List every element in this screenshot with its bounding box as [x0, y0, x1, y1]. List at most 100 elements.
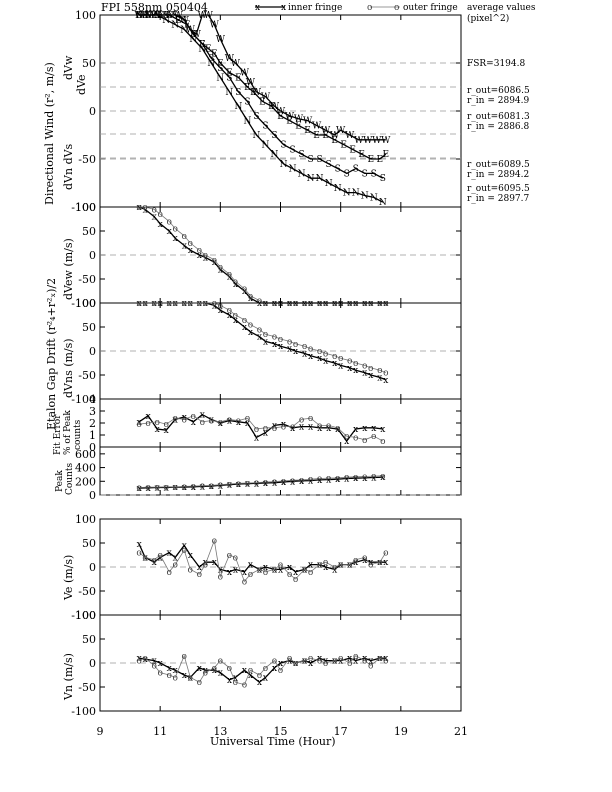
data-point-fit: x: [281, 420, 286, 430]
data-point-directional: N: [289, 165, 297, 175]
y-tick-label-ve: 50: [82, 537, 96, 550]
data-point-dVns: x: [167, 299, 172, 309]
data-point-directional: W: [252, 88, 262, 98]
data-point-ve: o: [248, 570, 253, 580]
data-point-peak: x: [191, 483, 196, 493]
data-point-vn: x: [152, 657, 157, 667]
data-point-directional: E: [268, 102, 275, 112]
data-point-peak: o: [371, 472, 376, 482]
dve-label: dVe: [75, 75, 88, 96]
data-point-directional: S: [253, 112, 259, 122]
ve-label: Ve (m/s): [62, 555, 75, 601]
data-point-directional: N: [153, 11, 161, 21]
data-point-peak: x: [164, 483, 169, 493]
data-point-peak: o: [163, 483, 168, 493]
data-point-ve: o: [257, 565, 262, 575]
data-point-fit: o: [227, 415, 232, 425]
data-point-vn: x: [338, 657, 343, 667]
data-point-directional: N: [216, 73, 224, 83]
data-point-directional: E: [235, 73, 242, 83]
data-point-dVns: x: [257, 333, 262, 343]
data-point-ve: o: [142, 553, 147, 563]
data-point-dVew: x: [368, 299, 373, 309]
s-rout: r_out=6089.5: [467, 160, 530, 170]
y-tick-label-fit: 4: [89, 393, 96, 406]
data-point-dVew: x: [293, 299, 298, 309]
peak-label-2: Counts: [65, 462, 75, 495]
data-point-dVns: x: [302, 349, 307, 359]
data-point-dVew: o: [172, 225, 177, 235]
data-point-directional: E: [322, 131, 329, 141]
data-point-peak: x: [362, 474, 367, 484]
data-point-directional: S: [326, 160, 332, 170]
y-tick-label-directional: 0: [89, 105, 96, 118]
data-point-directional: S: [181, 16, 187, 26]
data-point-dVew: o: [157, 210, 162, 220]
data-point-fit: o: [136, 420, 141, 430]
y-tick-label-directional: -50: [78, 153, 96, 166]
data-point-vn: o: [302, 657, 307, 667]
dvs-label: dVn dVs: [62, 143, 75, 190]
data-point-dVew: o: [203, 251, 208, 261]
x-tick-label: 15: [274, 725, 288, 738]
data-point-directional: E: [277, 112, 284, 122]
data-point-dVew: o: [383, 299, 388, 309]
data-point-directional: N: [144, 11, 152, 21]
avg-values-unit: (pixel^2): [467, 13, 509, 24]
data-point-peak: x: [308, 477, 313, 487]
data-point-dVns: x: [353, 366, 358, 376]
data-point-peak: x: [254, 479, 259, 489]
data-point-dVew: x: [203, 253, 208, 263]
data-point-ve: o: [151, 556, 156, 566]
data-point-fit: x: [290, 424, 295, 434]
data-point-ve: x: [137, 540, 142, 550]
data-point-dVew: x: [182, 241, 187, 251]
data-point-vn: o: [182, 652, 187, 662]
data-point-directional: W: [210, 21, 220, 31]
data-point-ve: x: [383, 558, 388, 568]
data-point-ve: o: [233, 553, 238, 563]
data-point-vn: o: [293, 659, 298, 669]
data-point-dVns: o: [302, 342, 307, 352]
data-point-fit: o: [290, 423, 295, 433]
data-point-dVew: x: [188, 246, 193, 256]
data-point-peak: o: [281, 477, 286, 487]
data-point-dVew: x: [287, 299, 292, 309]
data-point-vn: x: [158, 659, 163, 669]
data-point-peak: x: [344, 475, 349, 485]
data-point-directional: N: [243, 117, 251, 127]
data-point-ve: o: [308, 568, 313, 578]
data-point-vn: o: [172, 673, 177, 683]
data-point-directional: N: [271, 150, 279, 160]
x-axis-label: Universal Time (Hour): [210, 735, 336, 748]
data-point-directional: E: [211, 49, 218, 59]
data-point-directional: N: [334, 184, 342, 194]
y-tick-label-dVew: -100: [71, 297, 96, 310]
series-line-vn-0: [138, 657, 386, 684]
data-point-peak: o: [290, 476, 295, 486]
data-point-fit: o: [145, 419, 150, 429]
data-point-peak: o: [227, 480, 232, 490]
data-point-vn: x: [242, 666, 247, 676]
data-point-peak: o: [191, 482, 196, 492]
dvew-label: dVew (m/s): [62, 238, 75, 300]
data-point-vn: x: [308, 659, 313, 669]
data-point-peak: x: [209, 482, 214, 492]
data-point-vn: o: [263, 664, 268, 674]
data-point-directional: S: [235, 88, 241, 98]
data-point-dVew: x: [332, 299, 337, 309]
data-point-vn: x: [293, 659, 298, 669]
data-point-dVew: x: [347, 299, 352, 309]
y-tick-label-fit: 1: [89, 429, 96, 442]
data-point-fit: o: [371, 432, 376, 442]
data-point-fit: o: [245, 414, 250, 424]
w-rout: r_out=6086.5: [467, 86, 530, 96]
data-point-vn: x: [302, 657, 307, 667]
data-point-dVew: o: [212, 256, 217, 266]
data-point-peak: x: [218, 481, 223, 491]
data-point-ve: o: [302, 565, 307, 575]
data-point-vn: o: [383, 657, 388, 667]
data-point-fit: x: [245, 419, 250, 429]
data-point-ve: o: [182, 546, 187, 556]
data-point-fit: x: [146, 412, 151, 422]
